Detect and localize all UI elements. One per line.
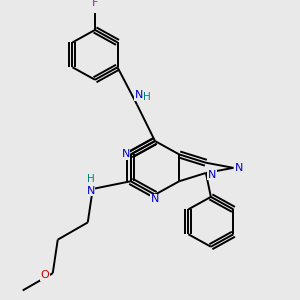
- Text: N: N: [208, 170, 216, 180]
- Text: N: N: [122, 149, 130, 159]
- Text: N: N: [87, 186, 95, 196]
- Text: H: H: [143, 92, 151, 102]
- Text: H: H: [87, 174, 94, 184]
- Text: O: O: [40, 270, 49, 280]
- Text: F: F: [92, 0, 98, 8]
- Text: N: N: [235, 163, 244, 173]
- Text: N: N: [151, 194, 159, 204]
- Text: N: N: [135, 90, 143, 100]
